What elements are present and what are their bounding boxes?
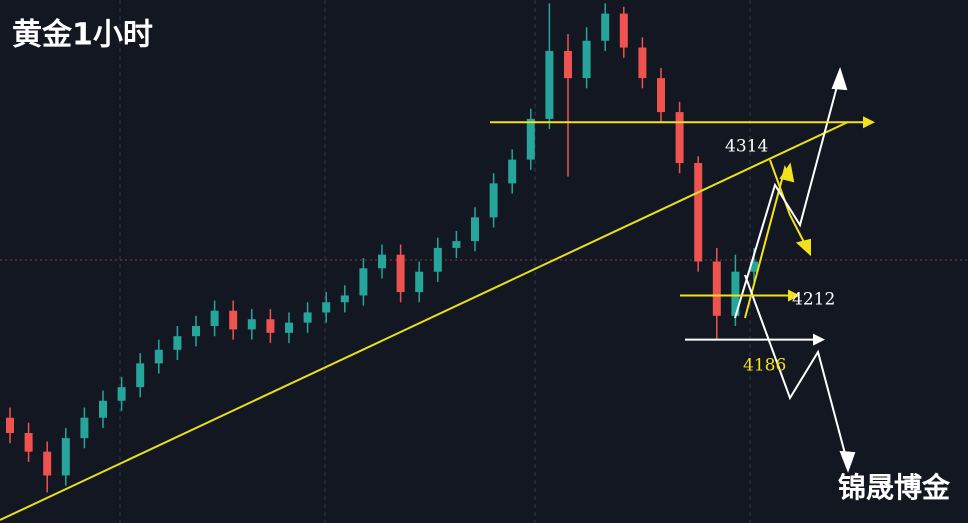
level-arrowhead [788, 289, 800, 302]
candle-body [303, 312, 312, 323]
candle-body [24, 433, 33, 452]
trend-line [0, 121, 849, 521]
level-arrowhead [813, 333, 825, 346]
candle-body [508, 159, 517, 184]
level-arrowhead [863, 116, 875, 129]
candle-body [564, 50, 572, 79]
candle-body [173, 336, 182, 350]
candle-body [210, 310, 219, 327]
candle-body [619, 13, 628, 48]
level-label: 4186 [743, 356, 786, 376]
candles [6, 3, 758, 493]
arrow [734, 74, 841, 319]
candle-body [266, 319, 275, 333]
candle-body [601, 13, 610, 41]
candle-body [526, 118, 535, 160]
candle-body [694, 163, 703, 262]
arrow [769, 159, 809, 251]
candle-body [731, 271, 740, 316]
candle-body [359, 268, 368, 296]
levels: 4314 4212 4186 [490, 116, 875, 376]
candle-body [43, 451, 52, 476]
candle-body [80, 417, 89, 439]
arrow [744, 274, 849, 466]
candle-body [136, 363, 145, 388]
candle-body [452, 241, 461, 248]
candle-body [433, 247, 442, 272]
level-label: 4314 [725, 137, 768, 157]
candle-body [582, 40, 591, 79]
arrowhead [839, 450, 856, 473]
candle-body [154, 349, 163, 364]
candle-body [415, 271, 424, 293]
candle-body [117, 387, 126, 401]
candle-body [99, 400, 107, 418]
candle-body [638, 47, 647, 79]
candle-body [285, 322, 293, 333]
arrowhead [831, 66, 848, 91]
candle-body [229, 310, 238, 330]
candle-body [396, 254, 405, 293]
candle-body [675, 112, 684, 164]
level-label: 4212 [792, 290, 835, 310]
candle-body [6, 417, 14, 434]
candle-body [489, 183, 498, 218]
candle-body [378, 254, 386, 269]
candle-body [471, 217, 479, 242]
arrowhead [779, 162, 795, 183]
candle-body [340, 295, 349, 303]
candle-body [322, 302, 331, 313]
watermark: 锦晟博金 [838, 471, 951, 504]
projection-arrows [734, 66, 856, 473]
candle-body [61, 438, 70, 476]
candle-body [657, 78, 665, 113]
candle-body [712, 261, 721, 316]
candle-body [750, 261, 758, 272]
candle-body [247, 319, 256, 330]
arrowhead [795, 238, 811, 257]
chart-title: 黄金1小时 [12, 18, 153, 53]
candle-body [545, 50, 554, 119]
candle-body [192, 326, 200, 337]
